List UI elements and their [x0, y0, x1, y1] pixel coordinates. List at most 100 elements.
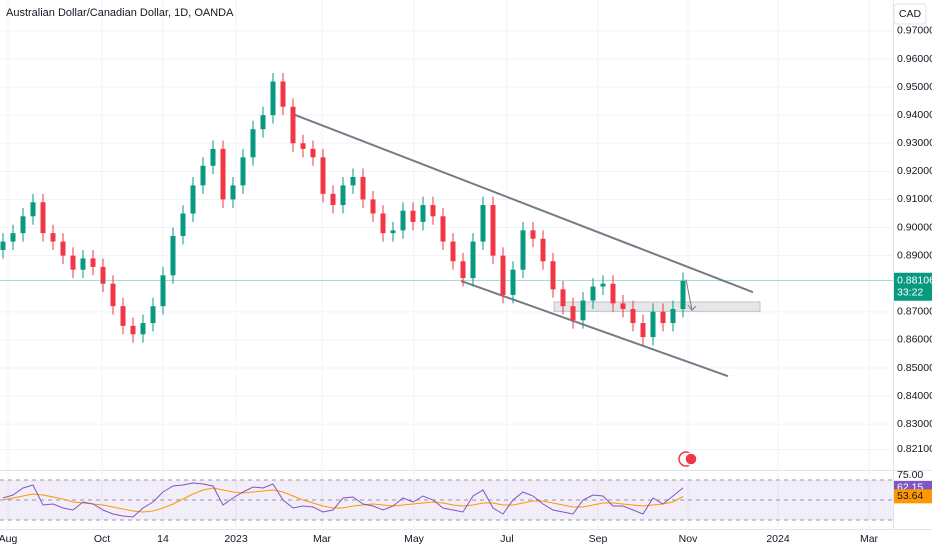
candle-body	[310, 148, 316, 158]
rsi-band	[0, 480, 893, 520]
x-tick-label: 2024	[766, 533, 790, 545]
candle-body	[140, 323, 146, 335]
zone	[553, 301, 761, 312]
y-tick-label: 0.95000	[897, 81, 932, 93]
candle-body	[350, 176, 356, 186]
candle-body	[460, 261, 466, 279]
candle-body	[100, 266, 106, 284]
candle-body	[490, 205, 496, 256]
x-tick-label: 2023	[224, 533, 248, 545]
candle-body	[40, 202, 46, 234]
y-tick-label: 0.89000	[897, 249, 932, 261]
y-tick-label: 0.91000	[897, 193, 932, 205]
candle-body	[680, 280, 686, 310]
candle-body	[560, 289, 566, 307]
candle-body	[390, 230, 396, 234]
candle-body	[330, 193, 336, 206]
y-tick-label: 0.83000	[897, 418, 932, 430]
countdown-label: 33:22	[897, 287, 923, 299]
candle-body	[430, 205, 436, 217]
rsi-line	[2, 482, 684, 518]
candle-body	[110, 283, 116, 307]
candle-body	[10, 233, 16, 242]
candle-body	[320, 157, 326, 194]
chart-title: Australian Dollar/Canadian Dollar, 1D, O…	[6, 7, 234, 19]
candle-body	[60, 241, 66, 256]
candle-body	[80, 258, 86, 270]
candle-body	[380, 213, 386, 234]
candle-body	[630, 309, 636, 324]
candle-body	[370, 199, 376, 214]
y-tick-label: 0.97000	[897, 25, 932, 37]
rsi-tick-label: 75.00	[897, 469, 923, 481]
candle-body	[550, 261, 556, 290]
x-tick-label: Oct	[94, 533, 110, 545]
candle-body	[130, 325, 136, 335]
candle-body	[90, 258, 96, 267]
y-tick-label: 0.92000	[897, 165, 932, 177]
price-badge	[894, 272, 932, 301]
x-tick-label: Sep	[589, 533, 608, 545]
candle-body	[180, 213, 186, 236]
candle-body	[70, 255, 76, 270]
candle-body	[270, 81, 276, 116]
candle-body	[530, 230, 536, 239]
currency-label[interactable]: CAD	[899, 8, 922, 20]
candle-body	[620, 303, 626, 310]
candle-body	[570, 306, 576, 321]
event-icon-dot[interactable]	[684, 452, 698, 466]
candle-body	[20, 216, 26, 234]
price-label: 0.88106	[897, 275, 932, 287]
y-tick-label: 0.94000	[897, 109, 932, 121]
candle-body	[600, 283, 606, 287]
candle-body	[50, 233, 56, 242]
plot-layer	[0, 0, 893, 528]
candle-body	[670, 309, 676, 324]
rsi-ma-badge	[894, 489, 932, 504]
y-tick-label: 0.96000	[897, 53, 932, 65]
rsi-ma-line	[2, 487, 684, 513]
candle-body	[290, 106, 296, 144]
candle-body	[610, 283, 616, 304]
x-tick-label: Jul	[500, 533, 513, 545]
candle-body	[190, 185, 196, 214]
candle-body	[450, 241, 456, 262]
currency-button[interactable]	[893, 3, 927, 25]
candle-body	[30, 202, 36, 217]
candle-body	[440, 216, 446, 242]
candle-body	[220, 148, 226, 200]
candle-body	[590, 286, 596, 301]
trend-line	[294, 113, 754, 294]
y-tick-label: 0.86000	[897, 334, 932, 346]
candle-body	[300, 143, 306, 149]
candle-body	[480, 205, 486, 242]
candle-body	[650, 311, 656, 338]
y-tick-label: 0.84000	[897, 390, 932, 402]
candle-body	[420, 205, 426, 222]
candle-body	[260, 115, 266, 130]
candle-body	[170, 235, 176, 276]
candle-body	[210, 148, 216, 166]
trend-line	[460, 279, 729, 378]
candle-body	[510, 269, 516, 295]
y-tick-label: 0.85000	[897, 362, 932, 374]
candle-body	[540, 238, 546, 262]
candle-body	[500, 255, 506, 295]
candle-body	[640, 323, 646, 338]
event-icon[interactable]	[678, 451, 698, 467]
y-tick-label: 0.82100	[897, 443, 932, 455]
candle-body	[0, 241, 6, 251]
candle-body	[360, 176, 366, 200]
x-tick-label: Mar	[860, 533, 879, 545]
candle-body	[470, 241, 476, 279]
candle-body	[580, 300, 586, 321]
arrow-head	[687, 304, 697, 311]
x-tick-label: 14	[157, 533, 169, 545]
candle-body	[240, 157, 246, 186]
x-tick-label: Nov	[679, 533, 698, 545]
candle-body	[200, 165, 206, 186]
candle-body	[410, 210, 416, 222]
